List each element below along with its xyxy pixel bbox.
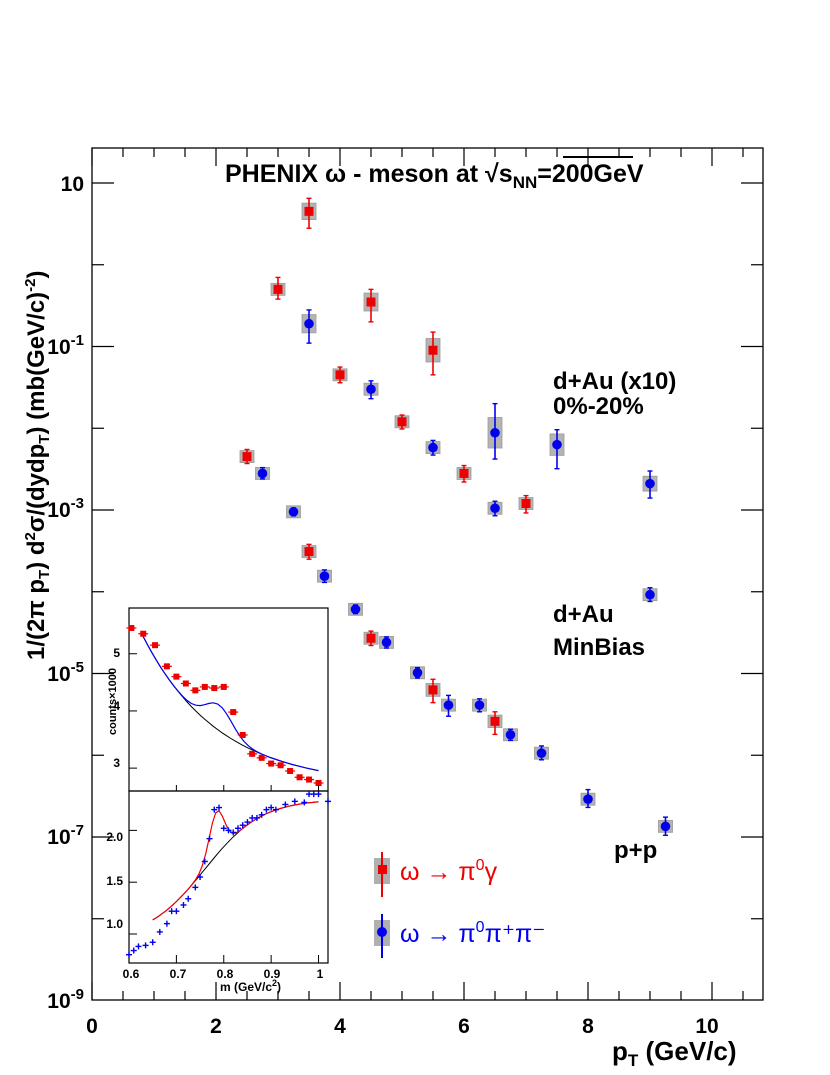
data-point-circle [645, 478, 655, 489]
data-point-circle [536, 748, 547, 758]
data-point-square [273, 284, 283, 294]
data-point-circle [304, 318, 314, 329]
data-point-square [428, 345, 438, 355]
data-point-circle [474, 700, 485, 710]
data-point-circle [505, 729, 516, 740]
x-axis-label: pT (GeV/c) [612, 1036, 737, 1070]
inset-bottom-y-tick: 1.5 [106, 874, 123, 888]
annotation-dau-minbias-2: MinBias [553, 634, 645, 661]
annotation-dau-central-centrality: 0%-20% [553, 393, 644, 420]
plot-frame [91, 147, 764, 1001]
data-point-circle [583, 794, 593, 804]
inset-x-tick: 0.7 [170, 967, 187, 981]
inset-tick-labels: 5 4 3 2.0 1.5 1.0 0.6 0.7 0.8 0.9 1 [106, 646, 323, 981]
inset-x-tick: 1 [317, 967, 324, 981]
data-point-circle [257, 468, 268, 479]
y-axis-label: 1/(2π pT) d2σ/(dydpT) (mb(GeV/c)-2) [22, 270, 53, 660]
data-point-square [304, 547, 314, 557]
inset: 5 4 3 2.0 1.5 1.0 0.6 0.7 0.8 0.9 1 coun… [106, 605, 331, 994]
data-point-square [366, 297, 376, 307]
inset-top-y-tick: 4 [113, 699, 120, 713]
data-point-square [335, 370, 345, 380]
inset-top-y-tick: 5 [113, 646, 120, 660]
data-point-circle [288, 507, 299, 517]
x-tick-label: 10 [695, 1015, 718, 1038]
legend-circle-marker [377, 927, 387, 937]
y-tick-label: 10-1 [47, 332, 84, 359]
annotations: d+Au (x10) 0%-20% d+Au MinBias p+p [553, 368, 676, 864]
data-point-square [242, 452, 252, 462]
y-tick-label: 10 [61, 173, 84, 196]
legend-entry-pi0pipi: ω → π0π⁺π⁻ [374, 914, 545, 958]
legend-square-marker [378, 865, 387, 874]
x-tick-labels: 0 2 4 6 8 10 [86, 1015, 719, 1038]
y-tick-labels: 10 10-1 10-3 10-5 10-7 10-9 [47, 173, 84, 1013]
axis-ticks [91, 148, 763, 1000]
data-point-circle [428, 442, 438, 453]
inset-content [126, 625, 331, 963]
chart-title: PHENIX ω - meson at √sNN=200GeV [225, 160, 644, 192]
data-point-circle [645, 589, 655, 600]
legend-entry-pi0gamma: ω → π0γ [374, 852, 498, 897]
inset-bottom-frame [128, 790, 329, 964]
annotation-pp: p+p [614, 837, 657, 864]
inset-x-tick: 0.9 [264, 967, 281, 981]
x-tick-label: 2 [210, 1015, 222, 1038]
data-point-square [428, 685, 438, 695]
data-point-circle [381, 637, 392, 648]
annotation-dau-central: d+Au (x10) [553, 368, 676, 395]
inset-x-tick: 0.6 [123, 967, 140, 981]
data-point-circle [350, 604, 361, 615]
data-point-square [459, 468, 469, 478]
data-point-circle [490, 503, 500, 514]
y-tick-label: 10-3 [47, 495, 84, 522]
legend: ω → π0γ ω → π0π⁺π⁻ [374, 852, 545, 958]
inset-top-total-fit [142, 636, 319, 772]
annotation-dau-minbias: d+Au [553, 601, 614, 628]
legend-label-pi0pipi: ω → π0π⁺π⁻ [400, 919, 545, 948]
data-point-circle [490, 427, 500, 438]
data-point-square [521, 499, 531, 509]
data-point-circle [319, 571, 330, 581]
data-marks [239, 197, 673, 836]
y-tick-label: 10-5 [47, 659, 84, 686]
x-tick-label: 6 [458, 1015, 470, 1038]
data-point-circle [412, 667, 423, 678]
x-tick-label: 8 [582, 1015, 594, 1038]
data-point-square [304, 206, 314, 216]
data-point-square [397, 417, 407, 427]
inset-x-tick: 0.8 [217, 967, 234, 981]
inset-bottom-y-tick: 2.0 [106, 830, 123, 844]
x-tick-label: 0 [86, 1015, 98, 1038]
data-point-square [490, 716, 500, 726]
data-point-circle [443, 700, 454, 710]
inset-top-y-tick: 3 [113, 756, 120, 770]
inset-background [125, 605, 328, 981]
data-point-circle [366, 384, 376, 395]
inset-y-label: counts×1000 [107, 668, 119, 735]
data-point-square [366, 633, 376, 643]
data-point-circle [552, 439, 562, 450]
y-tick-label: 10-9 [47, 986, 84, 1013]
x-tick-label: 4 [334, 1015, 346, 1038]
legend-label-pi0gamma: ω → π0γ [400, 857, 498, 886]
inset-bottom-y-tick: 1.0 [106, 917, 123, 931]
y-tick-label: 10-7 [47, 822, 84, 849]
data-point-circle [660, 821, 671, 832]
inset-x-label: m (GeV/c2) [220, 978, 281, 994]
